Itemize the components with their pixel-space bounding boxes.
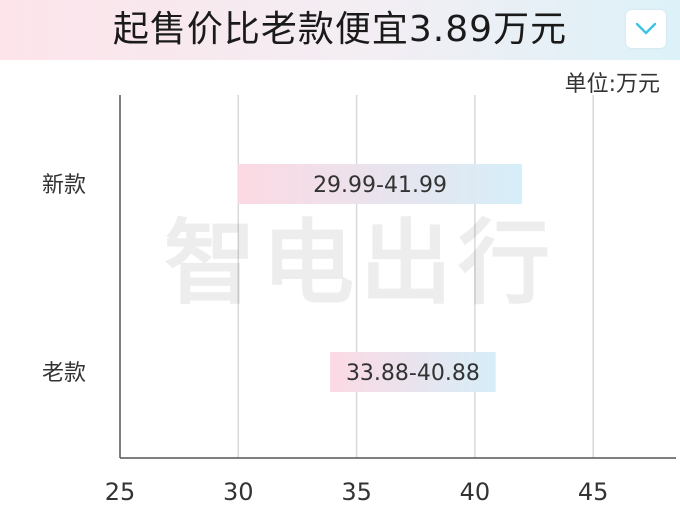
range-bar bbox=[330, 352, 496, 392]
range-bar bbox=[238, 164, 522, 204]
title-bar bbox=[0, 0, 680, 60]
collapse-button[interactable] bbox=[626, 10, 666, 48]
x-tick-label: 40 bbox=[460, 478, 491, 506]
x-tick-label: 30 bbox=[223, 478, 254, 506]
bar-value-label: 29.99-41.99 bbox=[313, 173, 447, 198]
chart-title: 起售价比老款便宜3.89万元 bbox=[112, 9, 568, 50]
category-label: 新款 bbox=[42, 173, 86, 198]
watermark-text: 智电出行 bbox=[164, 210, 556, 317]
x-tick-label: 45 bbox=[578, 478, 609, 506]
category-label: 老款 bbox=[42, 361, 86, 386]
x-tick-label: 25 bbox=[105, 478, 136, 506]
chevron-down-icon bbox=[635, 22, 657, 35]
bar-value-label: 33.88-40.88 bbox=[346, 361, 480, 386]
unit-label: 单位:万元 bbox=[564, 72, 660, 97]
x-tick-label: 35 bbox=[341, 478, 372, 506]
